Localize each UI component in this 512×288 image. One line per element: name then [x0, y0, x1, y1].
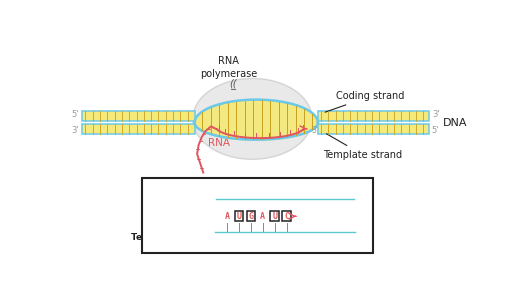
Text: 5': 5' — [432, 126, 439, 135]
Text: A: A — [260, 212, 265, 221]
Text: A: A — [218, 189, 223, 198]
Text: 3': 3' — [355, 189, 362, 198]
Text: 3': 3' — [72, 126, 79, 135]
Text: RNA
polymerase: RNA polymerase — [200, 56, 257, 79]
Text: C: C — [314, 233, 319, 242]
Text: A: A — [290, 233, 295, 242]
Text: A: A — [266, 233, 271, 242]
Text: 3': 3' — [302, 212, 309, 221]
Text: T: T — [338, 233, 343, 242]
Ellipse shape — [193, 78, 312, 159]
Text: 5': 5' — [357, 233, 364, 242]
Text: Coding strand: Coding strand — [142, 189, 214, 198]
Text: T: T — [218, 233, 223, 242]
Text: A: A — [254, 189, 259, 198]
Text: T: T — [326, 189, 331, 198]
Text: G: G — [248, 212, 253, 221]
FancyBboxPatch shape — [142, 178, 373, 253]
Text: T: T — [290, 189, 295, 198]
Text: RNA: RNA — [193, 212, 214, 221]
Text: Coding strand: Coding strand — [325, 91, 404, 112]
Text: C: C — [302, 189, 307, 198]
Text: 5': 5' — [72, 110, 79, 119]
Text: G: G — [302, 233, 307, 242]
Text: T: T — [230, 189, 235, 198]
Text: T: T — [254, 233, 259, 242]
Text: C: C — [242, 233, 247, 242]
Text: RNA: RNA — [208, 138, 230, 148]
Text: DNA: DNA — [442, 118, 467, 128]
Text: U: U — [237, 212, 242, 221]
Text: 5': 5' — [206, 189, 213, 198]
Text: A: A — [350, 189, 355, 198]
Text: U: U — [272, 212, 277, 221]
Text: Template strand: Template strand — [131, 233, 214, 242]
FancyBboxPatch shape — [82, 111, 195, 121]
Text: 3': 3' — [203, 233, 210, 242]
Text: Template strand: Template strand — [323, 134, 402, 160]
Text: A: A — [230, 233, 235, 242]
Text: 3': 3' — [311, 126, 318, 135]
Text: A: A — [338, 189, 343, 198]
Text: T: T — [266, 189, 271, 198]
Text: 5': 5' — [206, 212, 213, 221]
Text: G: G — [314, 189, 319, 198]
Text: C: C — [278, 189, 283, 198]
Text: 3': 3' — [432, 110, 439, 119]
Text: ((̲: ((̲ — [229, 78, 237, 88]
Text: A: A — [224, 212, 229, 221]
Text: G: G — [278, 233, 283, 242]
Text: T: T — [350, 233, 355, 242]
Text: A: A — [326, 233, 331, 242]
Text: 5': 5' — [197, 177, 204, 186]
FancyBboxPatch shape — [318, 124, 429, 134]
Text: G: G — [242, 189, 247, 198]
FancyBboxPatch shape — [318, 111, 429, 121]
Text: C: C — [284, 212, 289, 221]
FancyBboxPatch shape — [82, 124, 195, 134]
